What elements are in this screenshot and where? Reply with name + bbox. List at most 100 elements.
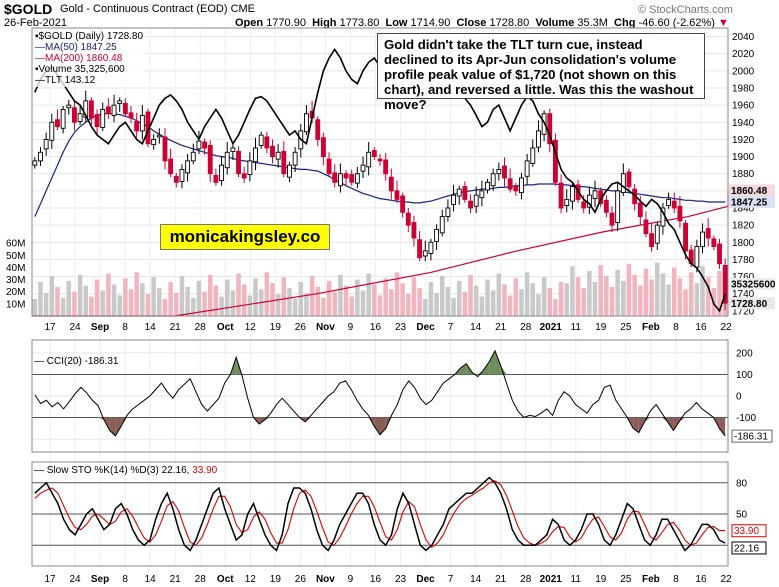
candle <box>434 224 440 250</box>
candle <box>496 162 502 181</box>
volume-value-tag-bg <box>729 278 775 290</box>
x-tick-label-top: 28 <box>520 322 532 333</box>
x-tick-label-top: 8 <box>673 322 679 333</box>
candle <box>722 258 728 310</box>
candle <box>38 147 43 166</box>
candle-body <box>343 173 349 179</box>
candle-body <box>32 160 38 166</box>
x-tick-label-bottom: 16 <box>370 574 382 585</box>
candle-body <box>717 243 722 265</box>
candle <box>485 178 490 194</box>
volume-bar <box>456 280 462 316</box>
cci-tick-label: 0 <box>736 392 742 403</box>
volume-bar <box>513 278 519 316</box>
cci-overbought-fill <box>483 361 490 375</box>
candle-body <box>236 150 241 175</box>
cci-oversold-fill <box>661 417 668 422</box>
close-value-tag-bg <box>729 297 775 310</box>
candle-body <box>626 171 632 188</box>
volume-bar <box>230 290 236 316</box>
candle <box>224 142 230 175</box>
candle-body <box>230 147 236 152</box>
volume-bar <box>496 273 502 316</box>
cci-legend: — CCI(20) -186.31 <box>34 356 118 367</box>
x-tick-label-bottom: 14 <box>145 574 157 585</box>
candle <box>411 215 417 247</box>
candle <box>190 143 196 165</box>
candle-body <box>422 250 428 257</box>
candle-body <box>202 141 208 149</box>
volume-bar <box>598 265 603 316</box>
volume-bar <box>655 262 660 316</box>
volume-bar <box>94 279 100 316</box>
cci-line <box>34 349 726 437</box>
candle <box>151 134 157 150</box>
price-tick-label: 1960 <box>732 101 755 112</box>
volume-bar <box>270 283 275 316</box>
cci-tick-label: 100 <box>736 370 753 381</box>
candle-body <box>643 219 649 235</box>
volume-bar <box>275 294 281 316</box>
candle <box>354 166 360 189</box>
candle-body <box>43 138 49 150</box>
candle-body <box>479 190 485 199</box>
x-tick-label-top: 8 <box>122 322 128 333</box>
close-value: 1728.80 <box>489 17 530 29</box>
price-legend: ▪$GOLD (Daily) 1728.80 —MA(50) 1847.25 —… <box>33 30 146 87</box>
volume-bar <box>60 297 66 316</box>
candle-body <box>151 138 157 146</box>
candle-body <box>586 194 592 208</box>
cci-oversold-fill <box>115 417 122 436</box>
candle <box>654 221 660 250</box>
price-tick-label: 1900 <box>732 152 755 163</box>
x-tick-label-bottom: 25 <box>620 574 632 585</box>
candle <box>660 202 666 235</box>
x-tick-label-top: 19 <box>270 322 282 333</box>
candle-body <box>666 198 672 206</box>
x-tick-label-bottom: 19 <box>270 574 282 585</box>
candle <box>451 184 456 212</box>
cci-tick-label: -100 <box>736 413 756 424</box>
candle <box>569 183 575 210</box>
volume-tick-label: 50M <box>6 251 25 262</box>
volume-bar <box>530 283 536 316</box>
volume-bar <box>162 299 168 316</box>
candle <box>111 94 117 123</box>
sto-d-value-bg <box>731 524 767 538</box>
volume-bar <box>609 286 615 316</box>
candle-body <box>253 147 258 163</box>
candle-body <box>122 102 128 115</box>
volume-bar <box>604 275 609 316</box>
candle <box>524 154 530 185</box>
cci-oversold-fill <box>380 417 386 435</box>
volume-bar <box>100 290 105 316</box>
candle <box>241 166 247 184</box>
open-label: Open <box>235 17 264 29</box>
volume-bar <box>106 273 111 316</box>
ohlc-summary: Open 1770.90 High 1773.80 Low 1714.90 Cl… <box>235 17 729 29</box>
candle-body <box>111 104 117 116</box>
candle <box>513 183 519 196</box>
candle-body <box>270 145 275 158</box>
candle-body <box>241 173 247 179</box>
volume-bar <box>615 269 620 316</box>
x-tick-label-bottom: 23 <box>395 574 407 585</box>
x-tick-label-bottom: 17 <box>44 574 56 585</box>
x-tick-label-bottom: 12 <box>245 574 257 585</box>
candle-body <box>264 136 270 149</box>
cci-panel-frame <box>31 339 729 453</box>
candle <box>371 147 377 160</box>
volume-bar <box>111 284 117 316</box>
x-tick-label-bottom: 21 <box>170 574 182 585</box>
sto-legend-icon: — <box>34 465 44 476</box>
cci-overbought-fill <box>489 350 496 375</box>
x-tick-label-bottom: Nov <box>316 574 335 585</box>
candle-body <box>671 200 677 209</box>
volume-bar <box>468 274 473 316</box>
low-value: 1714.90 <box>410 17 451 29</box>
candle <box>473 186 479 214</box>
volume-bar <box>423 299 428 316</box>
candle-body <box>326 158 332 175</box>
volume-bar <box>626 263 632 316</box>
